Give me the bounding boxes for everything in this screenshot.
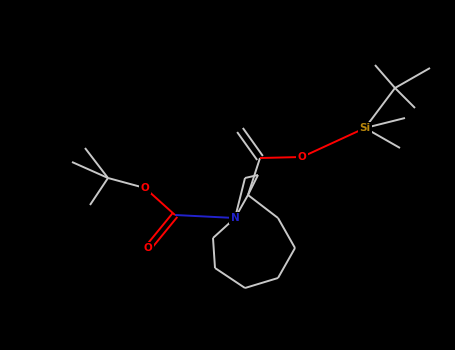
Text: Si: Si bbox=[359, 123, 370, 133]
Text: O: O bbox=[141, 183, 149, 193]
Text: O: O bbox=[144, 243, 152, 253]
Text: N: N bbox=[231, 213, 239, 223]
Text: O: O bbox=[298, 152, 306, 162]
